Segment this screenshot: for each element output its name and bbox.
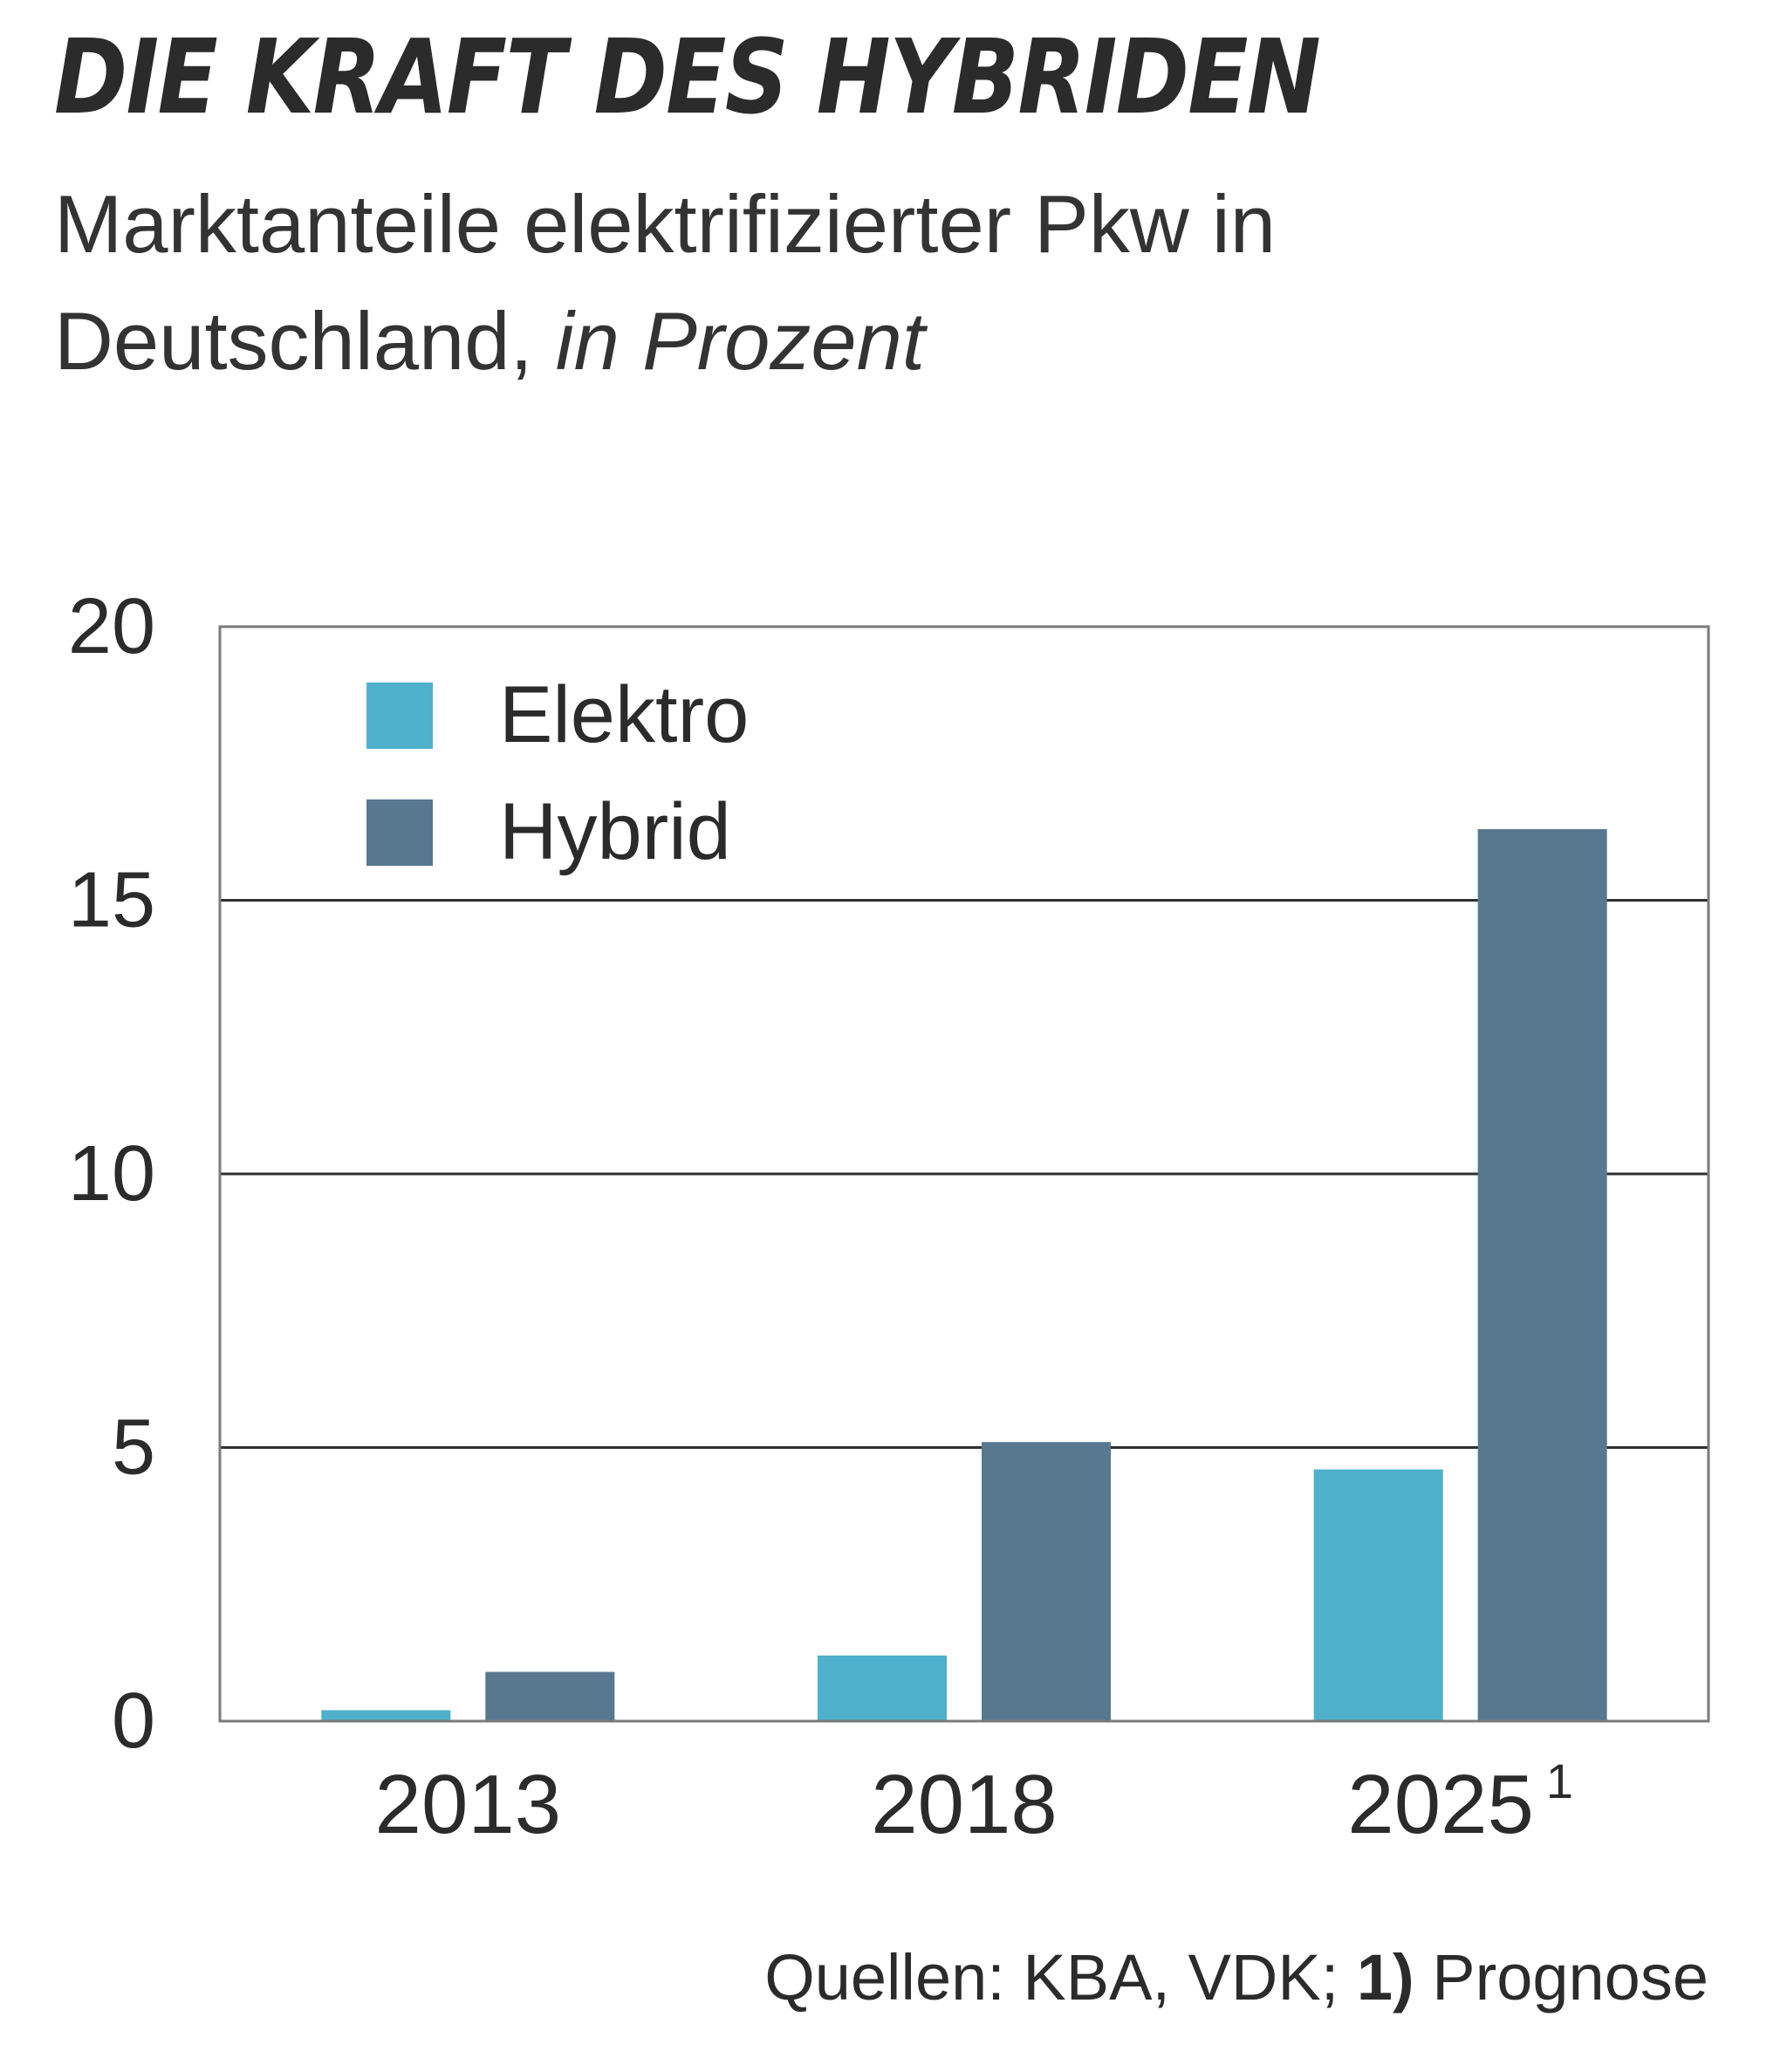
footnote-superscript: 1 [1546, 1753, 1573, 1808]
plot-frame [218, 625, 1710, 1723]
footnote-text: Prognose [1432, 1941, 1708, 2014]
bar-hybrid-2025 [1477, 828, 1607, 1721]
y-tick-label: 0 [112, 1677, 155, 1765]
legend: Elektro Hybrid [366, 670, 749, 876]
x-tick-label: 2025 1 [1347, 1753, 1573, 1851]
chart-title: DIE KRAFT DES HYBRIDEN [54, 17, 1321, 137]
x-axis: 2013 2018 2025 1 [375, 1753, 1573, 1851]
subtitle-unit: in Prozent [555, 295, 926, 387]
legend-label-hybrid: Hybrid [499, 787, 731, 876]
x-tick-label: 2018 [871, 1758, 1058, 1851]
subtitle-main: Marktanteile elektrifizierter Pkw in Deu… [54, 178, 1276, 387]
legend-swatch-elektro [366, 683, 433, 749]
bar-elektro-2025 [1313, 1469, 1443, 1721]
bar-hybrid-2013 [485, 1671, 615, 1721]
bar-hybrid-2018 [982, 1442, 1111, 1721]
footnote-number: 1) [1356, 1941, 1414, 2014]
bar-elektro-2018 [818, 1655, 947, 1721]
y-tick-label: 20 [68, 583, 155, 670]
source-prefix: Quellen: KBA, VDK; [764, 1941, 1339, 2014]
y-tick-label: 15 [68, 857, 155, 944]
legend-swatch-hybrid [366, 799, 433, 866]
bar-elektro-2013 [321, 1710, 451, 1721]
bars [321, 828, 1607, 1721]
y-tick-label: 5 [112, 1404, 155, 1492]
x-tick-label: 2013 [375, 1758, 562, 1851]
y-tick-label: 10 [68, 1130, 155, 1218]
chart-subtitle: Marktanteile elektrifizierter Pkw in Deu… [54, 166, 1537, 400]
gridlines [220, 899, 1708, 1449]
source-note: Quellen: KBA, VDK; 1) Prognose [764, 1936, 1708, 2020]
y-axis: 0 5 10 15 20 [68, 583, 155, 1765]
legend-label-elektro: Elektro [499, 670, 749, 759]
